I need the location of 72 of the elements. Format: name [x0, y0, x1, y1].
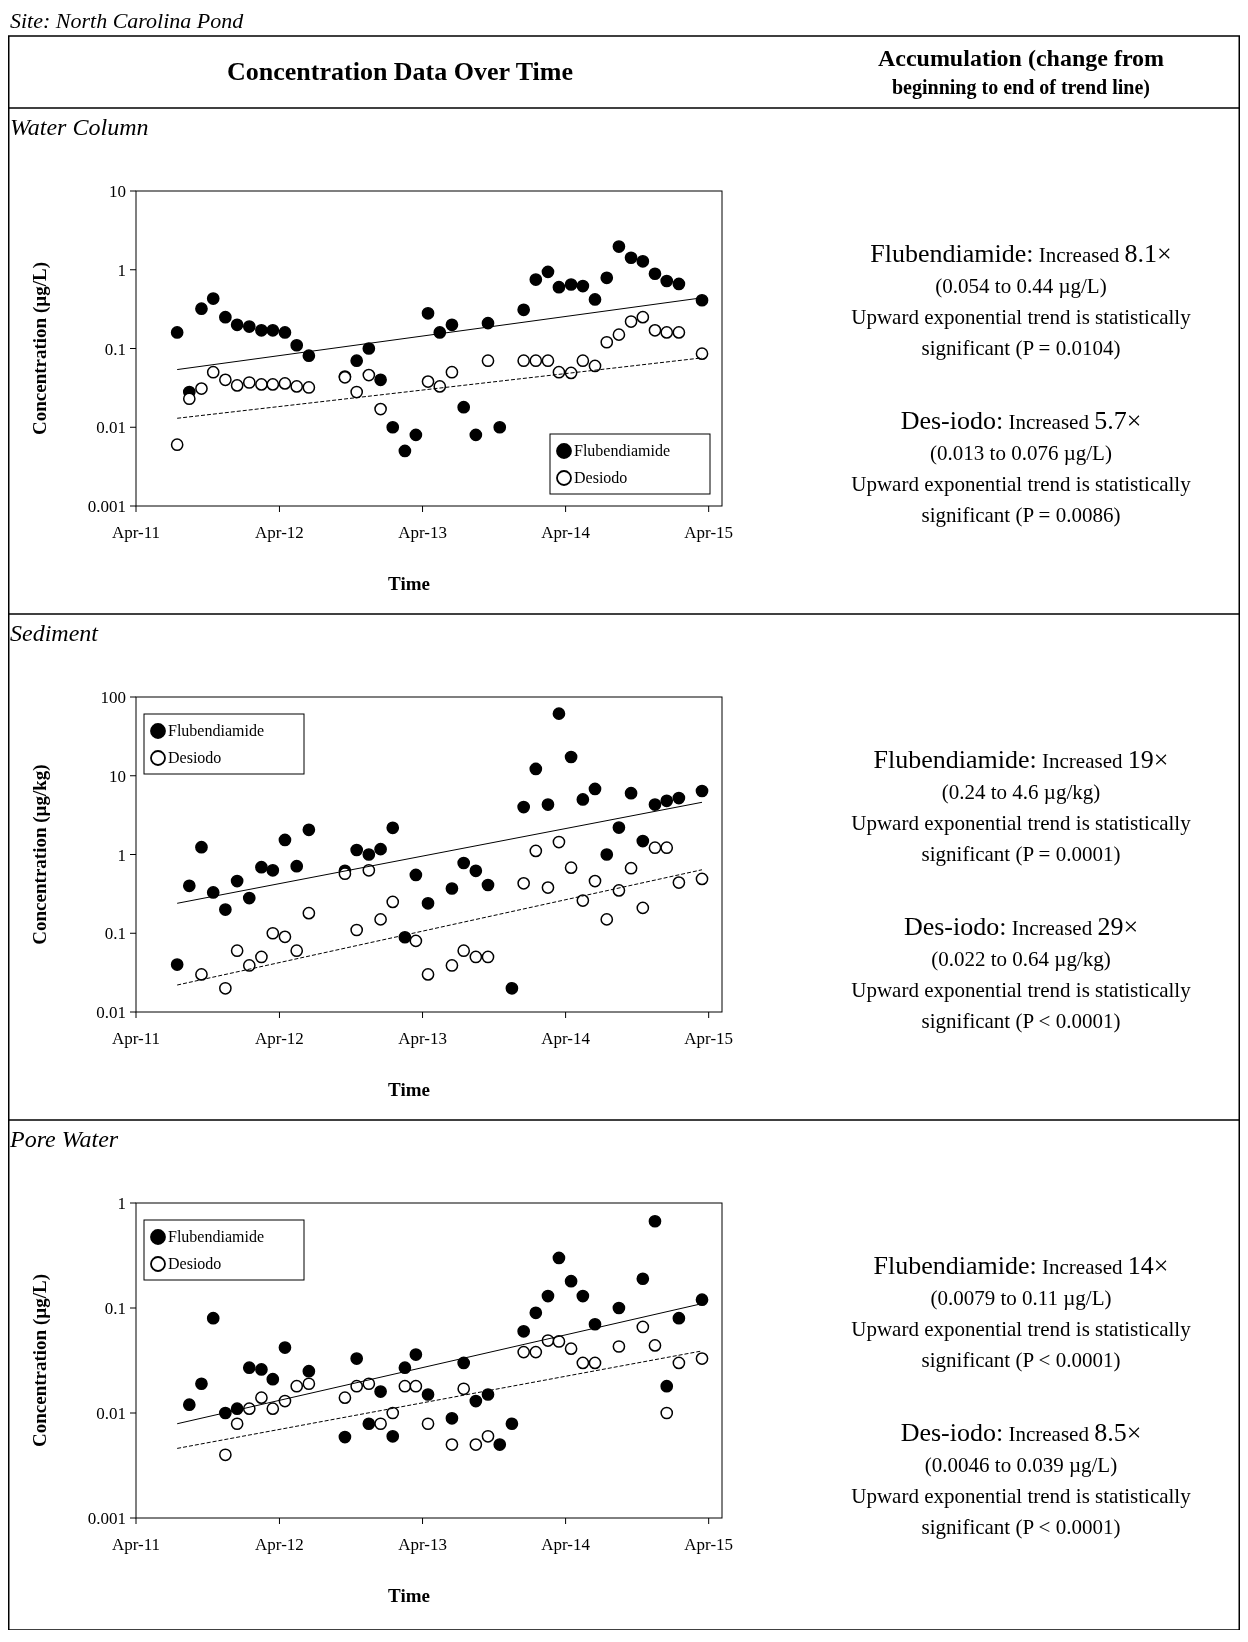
- x-tick-label: Apr-11: [111, 523, 161, 542]
- text: Concentration Data Over Time: [227, 57, 573, 86]
- text: Accumulation (change from: [877, 45, 1165, 71]
- x-tick-label: Apr-11: [111, 1029, 161, 1048]
- x-tick-label: Apr-12: [255, 1029, 304, 1048]
- text: beginning to end of trend line): [892, 76, 1150, 99]
- text: Site: North Carolina Pond: [10, 8, 245, 33]
- y-tick-label: 0.01: [96, 1404, 126, 1423]
- x-tick-label: Apr-14: [541, 523, 591, 542]
- y-tick-label: 1: [117, 260, 126, 280]
- text: (0.24 to 4.6 µg/kg): [941, 780, 1101, 804]
- x-axis-title: Time: [388, 1079, 430, 1100]
- text: significant (P < 0.0001): [921, 1009, 1121, 1033]
- x-tick-label: Apr-15: [684, 1535, 734, 1554]
- x-tick-label: Apr-14: [541, 1535, 591, 1554]
- y-tick-label: 1: [117, 1194, 126, 1213]
- x-tick-label: Apr-15: [684, 1029, 734, 1048]
- text: Des-iodo: Increased 5.7×: [900, 406, 1142, 435]
- chart-title: Pore Water: [9, 1126, 119, 1152]
- text: (0.022 to 0.64 µg/kg): [931, 947, 1111, 971]
- text: (0.0079 to 0.11 µg/L): [930, 1286, 1112, 1310]
- y-tick-label: 0.01: [96, 1003, 126, 1022]
- text: Flubendiamide: Increased 19×: [873, 745, 1169, 774]
- legend-label: Desiodo: [168, 749, 222, 766]
- text: Upward exponential trend is statistically: [851, 811, 1192, 835]
- y-tick-label: 10: [109, 766, 126, 786]
- y-tick-label: 100: [100, 688, 126, 707]
- text: Upward exponential trend is statistically: [851, 978, 1192, 1002]
- y-tick-label: 0.001: [87, 497, 126, 516]
- x-tick-label: Apr-13: [398, 1029, 447, 1048]
- legend-label: Desiodo: [574, 469, 628, 486]
- y-axis-title: Concentration (µg/L): [29, 1274, 51, 1447]
- x-tick-label: Apr-11: [111, 1535, 161, 1554]
- x-tick-label: Apr-13: [398, 1535, 447, 1554]
- text: significant (P < 0.0001): [921, 1515, 1121, 1539]
- text: significant (P < 0.0001): [921, 1348, 1121, 1372]
- text: Upward exponential trend is statistically: [851, 1317, 1192, 1341]
- y-tick-label: 10: [109, 182, 126, 201]
- y-tick-label: 0.1: [104, 339, 126, 359]
- text: Des-iodo: Increased 8.5×: [900, 1418, 1142, 1447]
- x-tick-label: Apr-13: [398, 523, 447, 542]
- y-axis-title: Concentration (µg/L): [29, 262, 51, 435]
- text: Upward exponential trend is statistically: [851, 1484, 1192, 1508]
- x-tick-label: Apr-12: [255, 523, 304, 542]
- text: Flubendiamide: Increased 8.1×: [870, 239, 1172, 268]
- x-tick-label: Apr-14: [541, 1029, 591, 1048]
- text: Flubendiamide: Increased 14×: [873, 1251, 1169, 1280]
- y-tick-label: 0.01: [96, 418, 126, 438]
- text: significant (P = 0.0104): [921, 336, 1121, 360]
- chart-title: Sediment: [10, 620, 100, 646]
- y-tick-label: 1: [117, 845, 126, 865]
- text: significant (P = 0.0001): [921, 842, 1121, 866]
- y-tick-label: 0.1: [104, 1299, 126, 1318]
- y-axis-title: Concentration (µg/kg): [29, 764, 51, 945]
- legend-label: Desiodo: [168, 1255, 222, 1272]
- text: (0.013 to 0.076 µg/L): [930, 441, 1112, 465]
- x-axis-title: Time: [388, 1585, 430, 1606]
- x-axis-title: Time: [388, 573, 430, 594]
- chart-title: Water Column: [10, 114, 149, 140]
- text: Des-iodo: Increased 29×: [903, 912, 1139, 941]
- x-tick-label: Apr-15: [684, 523, 734, 542]
- y-tick-label: 0.1: [104, 924, 126, 944]
- text: Upward exponential trend is statistically: [851, 305, 1192, 329]
- x-tick-label: Apr-12: [255, 1535, 304, 1554]
- legend-label: Flubendiamide: [574, 442, 670, 459]
- legend-label: Flubendiamide: [168, 722, 264, 739]
- text: (0.054 to 0.44 µg/L): [935, 274, 1107, 298]
- text: (0.0046 to 0.039 µg/L): [924, 1453, 1118, 1477]
- text: significant (P = 0.0086): [921, 503, 1121, 527]
- legend-label: Flubendiamide: [168, 1228, 264, 1245]
- text: Upward exponential trend is statistically: [851, 472, 1192, 496]
- y-tick-label: 0.001: [87, 1509, 126, 1528]
